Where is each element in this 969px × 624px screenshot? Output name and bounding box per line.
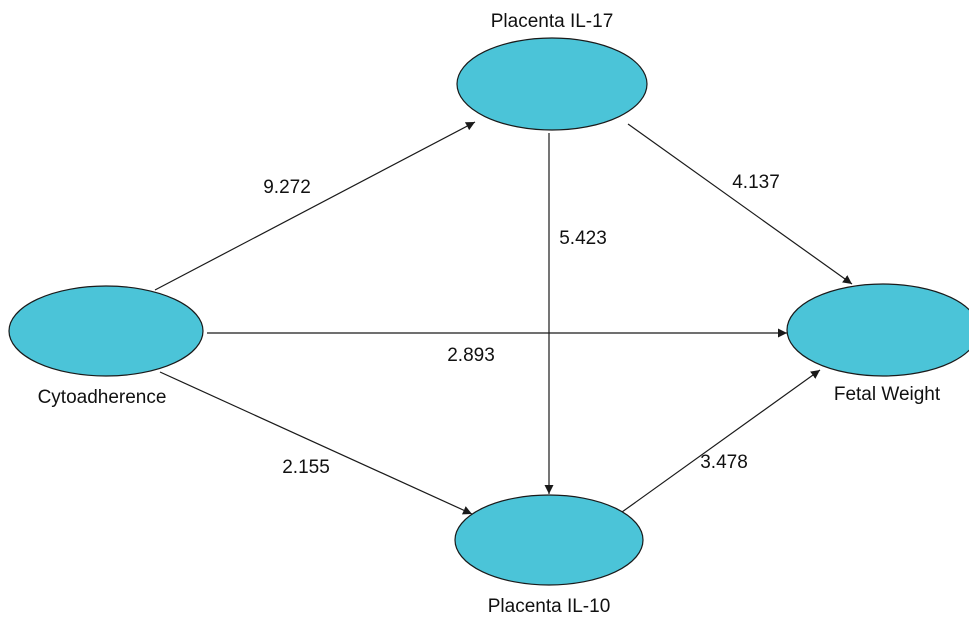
edge-label-cytoadherence-il17: 9.272 xyxy=(263,177,311,198)
edge-label-il17-il10: 5.423 xyxy=(559,228,607,249)
node-label-cytoadherence: Cytoadherence xyxy=(38,387,167,408)
node-fetal-weight xyxy=(786,283,969,377)
edge-il10-to-fetal-weight xyxy=(621,369,821,513)
node-placenta-il17 xyxy=(456,37,648,131)
node-cytoadherence xyxy=(8,285,204,377)
node-labels-group: Cytoadherence Placenta IL-17 Placenta IL… xyxy=(38,11,941,617)
edge-cytoadherence-to-il17 xyxy=(154,121,476,291)
edge-il17-to-fetal-weight xyxy=(627,123,853,285)
node-label-fetal-weight: Fetal Weight xyxy=(834,384,941,405)
edge-cytoadherence-to-il10 xyxy=(159,371,473,515)
edge-labels-group: 9.272 4.137 5.423 2.893 2.155 3.478 xyxy=(263,172,780,478)
edge-label-il17-fetal-weight: 4.137 xyxy=(732,172,780,193)
node-placenta-il10 xyxy=(454,494,644,586)
edge-label-cytoadherence-fetal-weight: 2.893 xyxy=(447,345,495,366)
edge-label-cytoadherence-il10: 2.155 xyxy=(282,457,330,478)
nodes-group xyxy=(8,37,969,586)
node-label-placenta-il17: Placenta IL-17 xyxy=(491,11,614,32)
node-label-placenta-il10: Placenta IL-10 xyxy=(488,596,611,617)
edge-label-il10-fetal-weight: 3.478 xyxy=(700,452,748,473)
edges-group xyxy=(154,121,853,515)
